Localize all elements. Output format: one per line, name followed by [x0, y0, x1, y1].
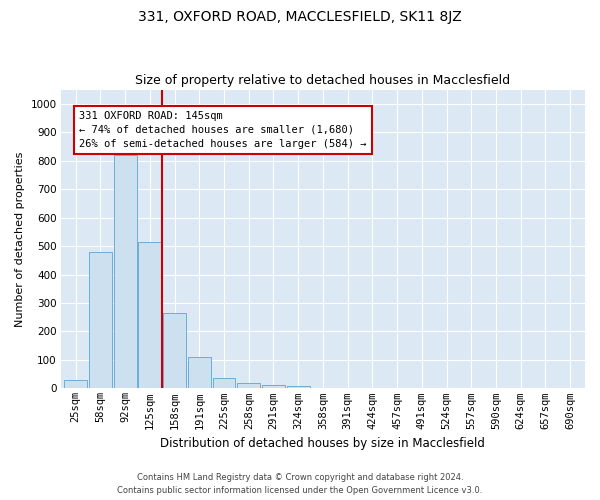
- Bar: [262, 385, 285, 388]
- Bar: [139, 242, 161, 388]
- Bar: [114, 155, 137, 388]
- Bar: [238, 384, 260, 388]
- Bar: [163, 313, 186, 388]
- Bar: [212, 378, 235, 388]
- Bar: [188, 357, 211, 388]
- Bar: [287, 386, 310, 388]
- Y-axis label: Number of detached properties: Number of detached properties: [15, 152, 25, 326]
- Title: Size of property relative to detached houses in Macclesfield: Size of property relative to detached ho…: [136, 74, 511, 87]
- Text: 331 OXFORD ROAD: 145sqm
← 74% of detached houses are smaller (1,680)
26% of semi: 331 OXFORD ROAD: 145sqm ← 74% of detache…: [79, 111, 367, 149]
- X-axis label: Distribution of detached houses by size in Macclesfield: Distribution of detached houses by size …: [160, 437, 485, 450]
- Bar: [64, 380, 87, 388]
- Bar: [89, 252, 112, 388]
- Text: 331, OXFORD ROAD, MACCLESFIELD, SK11 8JZ: 331, OXFORD ROAD, MACCLESFIELD, SK11 8JZ: [138, 10, 462, 24]
- Text: Contains HM Land Registry data © Crown copyright and database right 2024.
Contai: Contains HM Land Registry data © Crown c…: [118, 474, 482, 495]
